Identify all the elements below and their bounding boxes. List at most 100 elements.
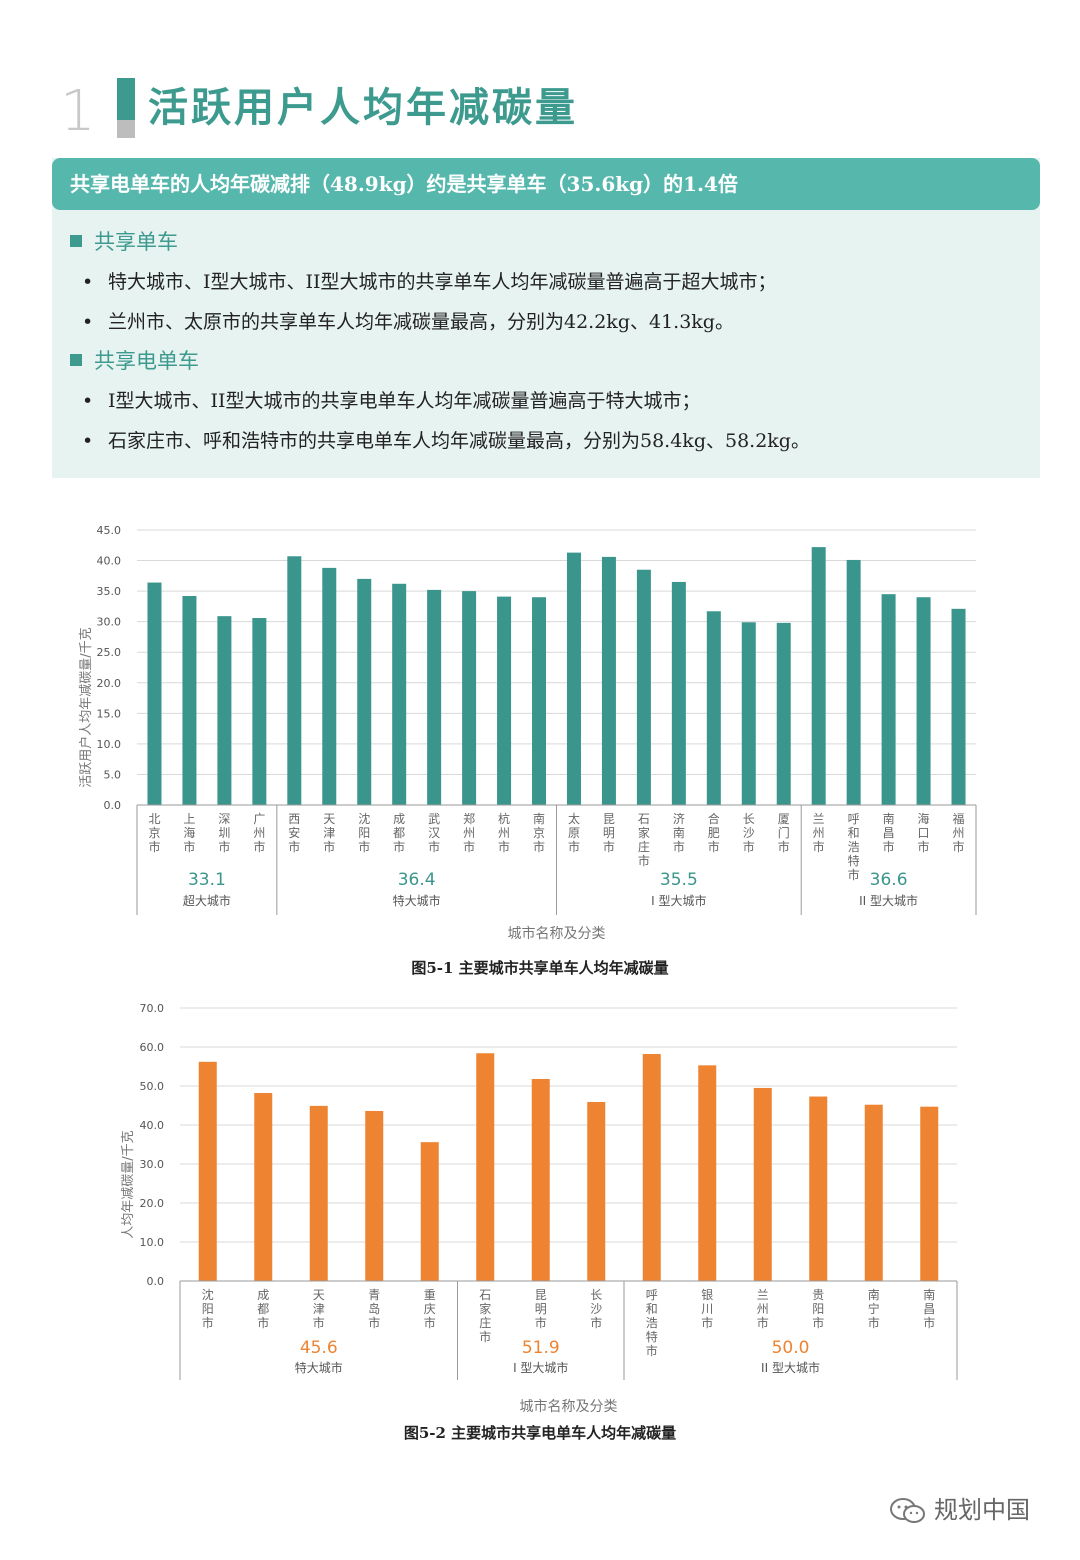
y-tick-label: 10.0: [140, 1236, 165, 1249]
group-name-label: II 型大城市: [859, 893, 918, 908]
x-tick-label: 银川市: [701, 1288, 713, 1330]
list-item: • 特大城市、I型大城市、II型大城市的共享单车人均年减碳量普遍高于超大城市；: [82, 268, 777, 296]
bar: [357, 578, 372, 805]
bar: [462, 591, 477, 805]
group-average-label: 33.1: [188, 870, 226, 890]
bar: [254, 1093, 273, 1281]
list-item-text: I型大城市、II型大城市的共享电单车人均年减碳量普遍高于特大城市；: [108, 390, 701, 412]
bar: [252, 618, 267, 805]
bar: [671, 581, 686, 805]
bar: [809, 1096, 828, 1281]
y-axis-title: 人均年减碳量/千克: [121, 1130, 136, 1238]
bar: [427, 589, 442, 805]
x-tick-label: 武汉市: [428, 812, 440, 854]
section-heading-bike: 共享单车: [70, 228, 178, 256]
square-bullet-icon: [70, 235, 82, 247]
bar: [698, 1065, 717, 1281]
bar: [776, 622, 791, 805]
y-tick-label: 15.0: [97, 707, 122, 720]
heading-label: 共享电单车: [94, 349, 199, 373]
x-tick-label: 厦门市: [778, 812, 790, 854]
group-name-label: 特大城市: [393, 893, 441, 908]
x-tick-label: 石家庄市: [479, 1288, 491, 1344]
bullet-dot-icon: •: [82, 311, 94, 333]
x-tick-label: 深圳市: [218, 812, 230, 854]
bar: [566, 552, 581, 805]
bar: [287, 556, 302, 805]
bar: [587, 1101, 606, 1281]
x-tick-label: 成都市: [257, 1288, 269, 1330]
group-name-label: II 型大城市: [761, 1360, 820, 1375]
x-tick-label: 青岛市: [368, 1288, 380, 1330]
x-tick-label: 太原市: [568, 811, 580, 854]
bar: [881, 594, 896, 805]
x-tick-label: 石家庄市: [638, 812, 650, 868]
x-tick-label: 合肥市: [708, 811, 720, 854]
group-name-label: I 型大城市: [513, 1360, 568, 1375]
y-tick-label: 35.0: [97, 585, 122, 598]
x-tick-label: 济南市: [673, 811, 685, 854]
x-axis-title: 城市名称及分类: [508, 925, 606, 942]
x-tick-label: 南昌市: [883, 811, 895, 854]
y-tick-label: 30.0: [140, 1158, 165, 1171]
x-axis-title: 城市名称及分类: [520, 1398, 618, 1415]
section-heading-ebike: 共享电单车: [70, 347, 199, 375]
bar: [420, 1142, 439, 1281]
x-tick-label: 杭州市: [498, 811, 510, 854]
bar: [741, 622, 756, 805]
y-tick-label: 5.0: [104, 768, 122, 781]
y-axis-title: 活跃用户人均年减碳量/千克: [78, 627, 94, 787]
bar: [531, 1078, 550, 1281]
heading-label: 共享单车: [94, 230, 178, 254]
bike-carbon-chart: 0.0 5.0 10.0 15.0 20.0 25.0 30.0 35.0 40.0 45.0 北京…: [78, 524, 977, 942]
bar: [322, 567, 337, 805]
bar: [601, 556, 616, 805]
ebike-carbon-chart: 0.0 10.0 20.0 30.0 40.0 50.0 60.0 70.0 沈阳市 成都市 天津市…: [121, 1002, 958, 1415]
x-tick-label: 海口市: [918, 811, 930, 854]
title-accent-bar-grey: [117, 120, 135, 138]
x-tick-label: 呼和浩特市: [848, 812, 860, 882]
x-tick-label: 沈阳市: [358, 811, 370, 854]
bar: [916, 597, 931, 805]
chart-caption-bike: 图5-1 主要城市共享单车人均年减碳量: [411, 959, 669, 977]
y-tick-label: 10.0: [97, 738, 122, 751]
group-average-label: 35.5: [660, 870, 698, 890]
bar: [864, 1104, 883, 1281]
bar: [642, 1054, 661, 1281]
x-tick-label: 南昌市: [923, 1287, 935, 1330]
group-name-label: I 型大城市: [651, 893, 706, 908]
bar: [753, 1087, 772, 1281]
x-tick-label: 南宁市: [868, 1287, 880, 1330]
bar: [706, 611, 721, 805]
bar: [532, 597, 547, 805]
bar: [811, 547, 826, 805]
x-tick-label: 南京市: [533, 811, 545, 854]
bar: [476, 1053, 495, 1281]
title-accent-bar: [117, 78, 135, 120]
x-tick-label: 沈阳市: [202, 1287, 214, 1330]
y-tick-label: 45.0: [97, 524, 122, 537]
y-tick-label: 0.0: [104, 799, 122, 812]
list-item: • I型大城市、II型大城市的共享电单车人均年减碳量普遍高于特大城市；: [82, 387, 701, 415]
y-tick-label: 70.0: [140, 1002, 165, 1015]
x-tick-label: 昆明市: [535, 1288, 547, 1330]
x-tick-label: 福州市: [953, 811, 965, 854]
x-tick-label: 天津市: [323, 812, 335, 854]
x-tick-label: 上海市: [183, 812, 195, 854]
group-average-label: 51.9: [522, 1338, 560, 1358]
bar: [920, 1106, 939, 1281]
x-tick-label: 重庆市: [424, 1288, 436, 1330]
bar: [309, 1105, 328, 1281]
y-tick-label: 20.0: [97, 677, 122, 690]
list-item: • 兰州市、太原市的共享单车人均年减碳量最高，分别为42.2kg、41.3kg。: [82, 308, 734, 336]
x-tick-label: 贵阳市: [812, 1288, 824, 1330]
bar: [147, 582, 162, 805]
bar: [217, 616, 232, 805]
y-tick-label: 40.0: [97, 555, 122, 568]
page-title: 活跃用户人均年减碳量: [148, 85, 578, 131]
watermark-text: 规划中国: [934, 1496, 1030, 1524]
list-item-text: 特大城市、I型大城市、II型大城市的共享单车人均年减碳量普遍高于超大城市；: [108, 271, 777, 293]
x-tick-label: 兰州市: [813, 812, 825, 854]
bullet-dot-icon: •: [82, 430, 94, 452]
group-average-label: 45.6: [300, 1338, 338, 1358]
